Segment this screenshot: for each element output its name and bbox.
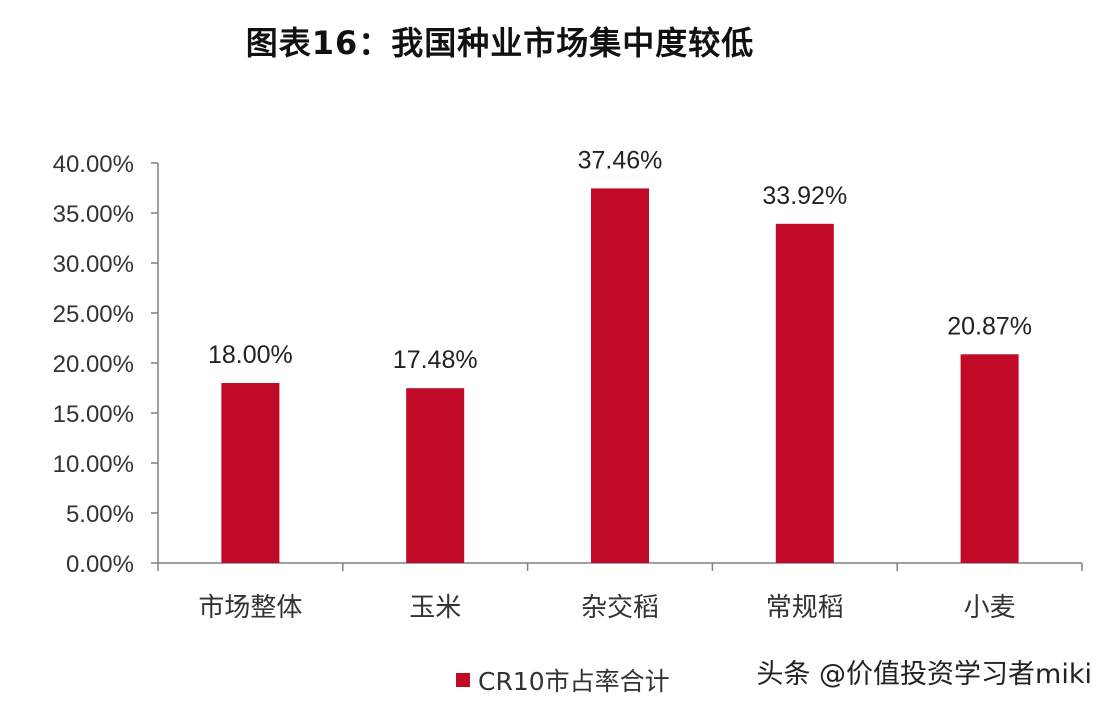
y-tick-label: 15.00% <box>53 401 134 428</box>
watermark: 头条 @价值投资学习者miki <box>756 659 1092 690</box>
bar <box>591 188 649 563</box>
y-tick-label: 35.00% <box>53 201 134 228</box>
chart-labels: 0.00% 5.00% 10.00% 15.00% 20.00% 25.00% 30.00%… <box>53 146 1032 623</box>
chart-bars <box>221 188 1019 564</box>
data-label: 20.87% <box>947 312 1032 340</box>
category-label: 小麦 <box>964 593 1016 623</box>
y-tick-label: 5.00% <box>66 501 134 528</box>
category-label: 市场整体 <box>198 593 302 623</box>
chart-legend: CR10市占率合计 <box>456 662 670 698</box>
data-label: 37.46% <box>578 146 663 174</box>
data-label: 17.48% <box>393 346 478 374</box>
bar <box>775 223 834 564</box>
data-label: 33.92% <box>762 182 847 210</box>
bar <box>221 383 280 563</box>
category-label: 常规稻 <box>766 593 844 623</box>
legend-label: CR10市占率合计 <box>478 667 670 696</box>
y-tick-label: 25.00% <box>53 301 134 328</box>
category-label: 玉米 <box>409 593 461 623</box>
y-tick-label: 0.00% <box>66 551 134 578</box>
chart-title: 图表16：我国种业市场集中度较低 <box>245 24 755 62</box>
bar <box>960 354 1019 563</box>
bar <box>406 388 465 563</box>
y-tick-label: 20.00% <box>53 351 134 378</box>
y-tick-label: 40.00% <box>53 151 134 178</box>
category-label: 杂交稻 <box>581 593 659 623</box>
y-tick-label: 10.00% <box>53 451 134 478</box>
legend-swatch <box>456 673 470 687</box>
data-label: 18.00% <box>208 341 293 369</box>
y-tick-label: 30.00% <box>53 251 134 278</box>
